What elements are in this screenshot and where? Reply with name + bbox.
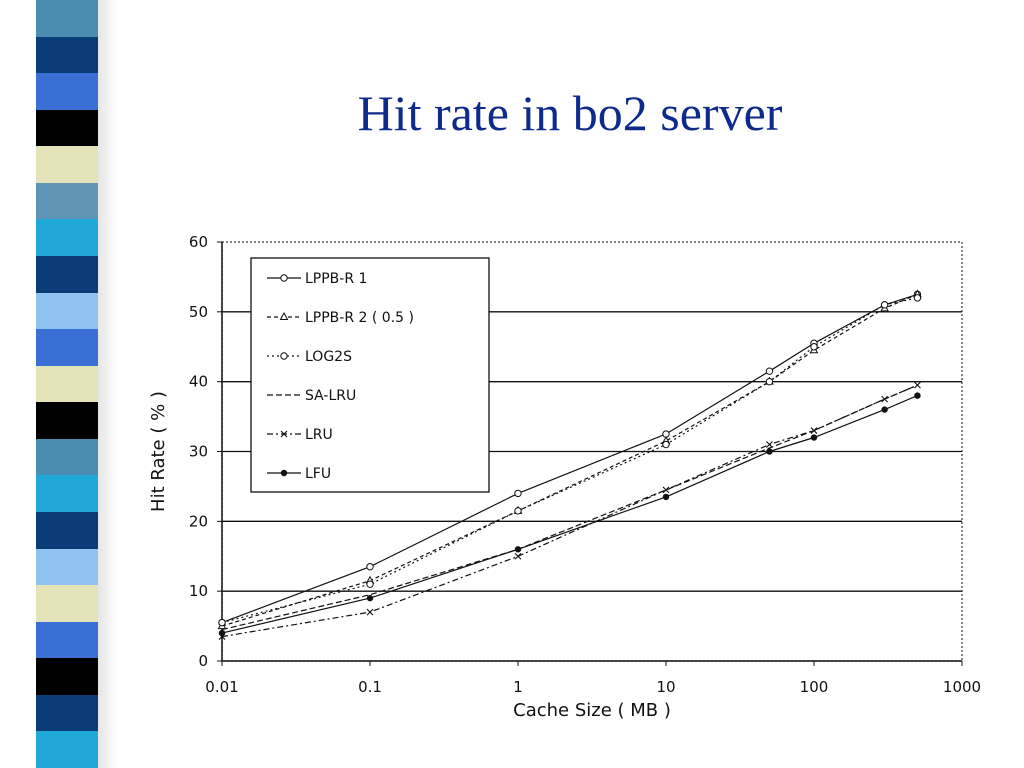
series-point: [766, 448, 773, 455]
slide-title: Hit rate in bo2 server: [357, 85, 783, 141]
strip-block: [36, 36, 98, 74]
series-point: [881, 406, 888, 413]
series-point: [810, 427, 818, 434]
series-point: [366, 608, 374, 616]
series-point: [810, 343, 818, 351]
y-tick-label: 40: [189, 373, 208, 391]
y-tick-label: 0: [198, 652, 208, 670]
strip-block: [36, 475, 98, 513]
series-point: [280, 352, 288, 360]
series-point: [810, 434, 818, 441]
series-point: [514, 507, 522, 515]
legend-label: LRU: [305, 427, 333, 443]
strip-block: [36, 438, 98, 476]
series-point: [279, 311, 289, 320]
x-axis-title: Cache Size ( MB ): [513, 700, 671, 721]
series-4: [221, 384, 918, 631]
series-point: [765, 367, 774, 375]
series-point: [914, 392, 921, 399]
strip-block: [36, 512, 98, 550]
strip-block: [36, 365, 98, 403]
series-point: [662, 440, 670, 449]
series-point: [366, 563, 374, 571]
y-tick-label: 10: [189, 582, 208, 600]
series-point: [766, 441, 773, 448]
legend-label: LOG2S: [305, 349, 352, 365]
legend: LPPB-R 1 LPPB-R 2 ( 0.5 ) LOG2S SA-LRU LRU LF…: [250, 257, 490, 493]
ticks-layer: 0 10 20 30 40 50 60 0.01 0.1 1 10 100 1000: [189, 233, 981, 696]
series-point: [218, 618, 226, 627]
series-6: [218, 392, 921, 637]
series-line: [221, 293, 918, 627]
strip-block: [36, 548, 98, 586]
legend-label: LFU: [305, 466, 331, 482]
strip-block: [36, 146, 98, 184]
strip-block: [36, 219, 98, 257]
series-line: [221, 297, 918, 624]
series-point: [913, 294, 922, 302]
legend-label: SA-LRU: [305, 388, 356, 404]
x-tick-label: 1000: [943, 678, 981, 696]
strip-block: [36, 621, 98, 659]
legend-label: LPPB-R 2 ( 0.5 ): [305, 310, 414, 326]
x-tick-label: 10: [656, 678, 675, 696]
strip-block: [36, 658, 98, 696]
series-point: [765, 377, 774, 386]
strip-block: [36, 402, 98, 440]
series-point: [514, 552, 522, 560]
series-layer: [217, 289, 922, 640]
y-axis-title: Hit Rate ( % ): [148, 391, 169, 512]
series-point: [366, 580, 374, 588]
series-line: [221, 384, 918, 631]
series-line: [221, 395, 918, 634]
series-point: [218, 629, 226, 637]
legend-box: [250, 257, 490, 493]
series-point: [662, 486, 670, 494]
legend-label: LPPB-R 1: [305, 271, 367, 287]
strip-block: [36, 73, 98, 111]
x-tick-label: 1: [513, 678, 523, 696]
strip-block: [36, 292, 98, 330]
y-tick-label: 30: [189, 443, 208, 461]
x-tick-label: 0.1: [358, 678, 382, 696]
strip-block: [36, 329, 98, 367]
y-tick-label: 20: [189, 512, 208, 530]
series-point: [881, 395, 889, 403]
strip-block: [36, 731, 98, 768]
series-point: [662, 493, 670, 501]
strip-block: [36, 109, 98, 147]
series-point: [280, 469, 288, 477]
strip-block: [36, 0, 98, 38]
series-point: [514, 546, 522, 553]
series-point: [880, 301, 889, 309]
series-3: [218, 294, 922, 627]
series-point: [914, 381, 921, 389]
decorative-color-strip: [36, 0, 98, 768]
y-tick-label: 50: [189, 303, 208, 321]
x-tick-label: 100: [800, 678, 829, 696]
series-point: [280, 274, 288, 282]
y-tick-label: 60: [189, 233, 208, 251]
x-tick-label: 0.01: [205, 678, 238, 696]
strip-shadow: [98, 0, 118, 768]
series-point: [366, 594, 374, 602]
strip-block: [36, 694, 98, 732]
series-point: [514, 489, 522, 498]
strip-block: [36, 182, 98, 220]
series-point: [280, 430, 288, 438]
strip-block: [36, 585, 98, 623]
strip-block: [36, 256, 98, 294]
